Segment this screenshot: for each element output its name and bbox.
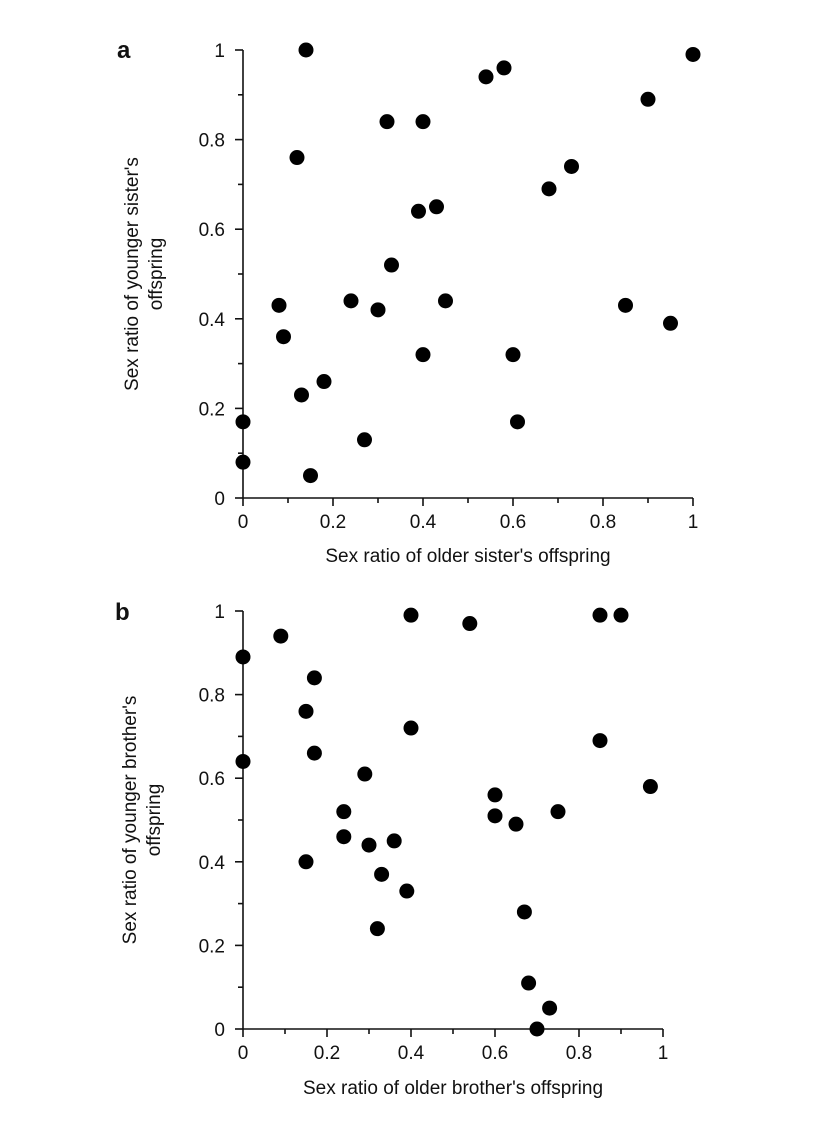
data-point — [550, 804, 566, 820]
data-point — [306, 670, 322, 686]
data-point — [618, 297, 633, 313]
data-point — [276, 329, 291, 345]
data-point — [613, 607, 629, 623]
y-tick-label: 0.6 — [199, 220, 225, 241]
x-tick-label: 0.4 — [398, 1043, 425, 1064]
data-point — [640, 91, 656, 107]
data-point — [542, 1000, 558, 1016]
y-axis-title-line: offspring — [144, 784, 165, 857]
data-point — [336, 804, 352, 820]
x-tick-label: 0.6 — [482, 1043, 508, 1064]
x-axis-title: Sex ratio of older sister's offspring — [325, 546, 610, 567]
data-point — [438, 293, 453, 309]
panel-b: b 0 0.2 0.4 0.6 0.8 1 0 0.2 0.4 0.6 0.8 1 Sex ratio o… — [115, 599, 668, 1099]
x-tick-label: 0.8 — [590, 512, 616, 533]
data-point — [685, 46, 701, 62]
data-point — [415, 114, 431, 130]
y-tick-label: 0.8 — [199, 131, 225, 152]
y-tick-label: 0.8 — [199, 686, 225, 707]
data-point — [316, 374, 332, 390]
x-tick-label: 0.4 — [410, 512, 437, 533]
data-point — [411, 203, 426, 219]
data-point — [487, 787, 503, 803]
y-tick-label: 0 — [214, 1020, 225, 1041]
data-point — [510, 414, 525, 430]
data-point — [336, 829, 352, 845]
data-point — [357, 766, 373, 782]
x-tick-label: 0 — [238, 1043, 249, 1064]
data-point — [298, 854, 314, 870]
panel-label: b — [115, 599, 130, 626]
y-axis-title-line: offspring — [146, 238, 167, 311]
data-point — [521, 975, 537, 991]
x-tick-label: 0.2 — [320, 512, 346, 533]
data-point — [343, 293, 359, 309]
data-point — [429, 199, 444, 215]
data-point — [462, 616, 478, 632]
data-point — [235, 454, 251, 470]
y-tick-label: 0.4 — [199, 310, 226, 331]
data-point — [235, 649, 251, 665]
data-point — [298, 42, 314, 58]
y-tick-label: 0 — [214, 489, 225, 510]
y-tick-label: 0.2 — [199, 936, 225, 957]
data-point — [369, 921, 385, 937]
data-point — [374, 866, 390, 882]
data-point — [642, 779, 658, 795]
y-axis-title: Sex ratio of younger sister's offspring — [122, 157, 167, 391]
data-point — [289, 150, 305, 166]
data-point — [379, 114, 395, 130]
x-axis-title: Sex ratio of older brother's offspring — [303, 1078, 603, 1099]
y-tick-label: 1 — [214, 41, 225, 62]
data-point — [357, 432, 372, 448]
data-point — [235, 753, 251, 769]
data-point — [386, 833, 402, 849]
data-point — [564, 158, 579, 174]
data-point — [478, 69, 494, 85]
data-point — [361, 837, 377, 853]
data-point — [663, 315, 678, 331]
y-tick-label: 0.6 — [199, 769, 225, 790]
data-point — [592, 733, 608, 749]
data-point — [529, 1021, 545, 1037]
data-point — [303, 468, 318, 484]
data-point — [399, 883, 415, 899]
data-point — [516, 904, 532, 920]
data-point — [592, 607, 608, 623]
data-point — [294, 387, 309, 403]
data-point — [505, 347, 521, 363]
data-point — [508, 816, 524, 832]
data-point — [487, 808, 503, 824]
data-point — [306, 745, 322, 761]
x-tick-label: 1 — [688, 512, 699, 533]
data-point — [415, 347, 431, 363]
panel-label: a — [117, 37, 131, 64]
panel-a: a 0 0.2 0.4 0.6 0.8 1 0 0.2 0.4 0.6 0.8 1 Sex ratio o… — [117, 37, 701, 567]
data-point — [235, 414, 251, 430]
data-point — [271, 297, 287, 313]
x-tick-label: 1 — [658, 1043, 669, 1064]
data-point — [496, 60, 512, 76]
x-tick-label: 0.6 — [500, 512, 526, 533]
data-point — [541, 181, 557, 197]
data-point — [273, 628, 289, 644]
y-axis-title-line: Sex ratio of younger sister's — [122, 157, 143, 391]
x-tick-label: 0.8 — [566, 1043, 592, 1064]
data-point — [384, 257, 399, 273]
data-point — [403, 720, 419, 736]
x-tick-label: 0.2 — [314, 1043, 340, 1064]
data-point — [370, 302, 386, 318]
y-tick-label: 0.4 — [199, 853, 226, 874]
data-point — [403, 607, 419, 623]
data-point — [298, 703, 314, 719]
y-axis-title: Sex ratio of younger brother's offspring — [120, 696, 165, 945]
y-tick-label: 1 — [214, 602, 225, 623]
x-tick-label: 0 — [238, 512, 249, 533]
y-axis-title-line: Sex ratio of younger brother's — [120, 696, 141, 945]
y-tick-label: 0.2 — [199, 399, 225, 420]
